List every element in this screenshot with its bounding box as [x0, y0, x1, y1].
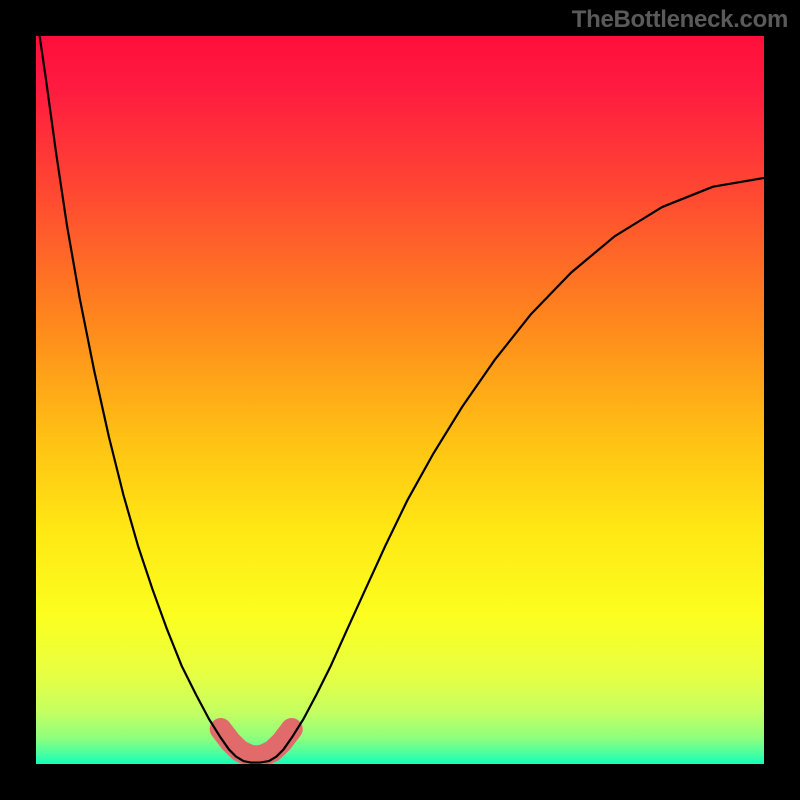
chart-background — [36, 36, 764, 764]
chart-container — [36, 36, 764, 764]
watermark-text: TheBottleneck.com — [572, 6, 788, 34]
bottleneck-chart — [36, 36, 764, 764]
